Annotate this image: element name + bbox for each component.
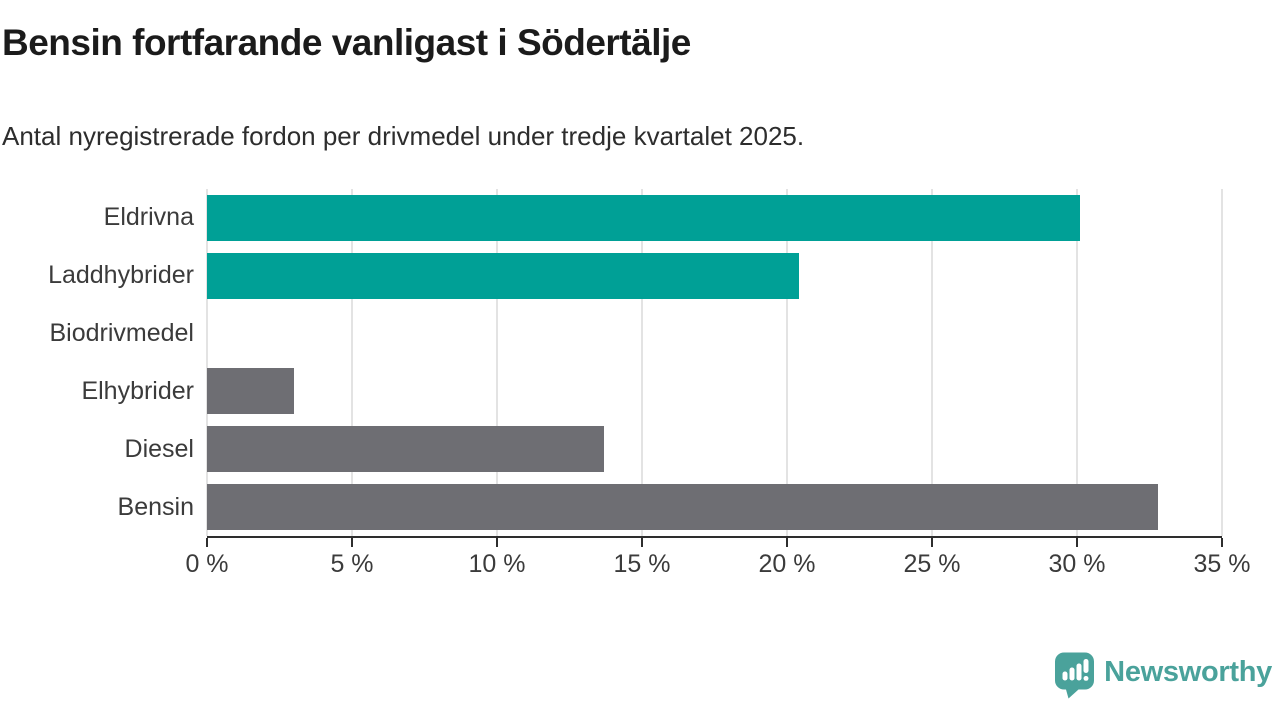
- chart-subtitle: Antal nyregistrerade fordon per drivmede…: [2, 121, 805, 151]
- x-axis: 0 % 5 % 10 % 15 % 20 % 25 % 30 % 35 %: [185, 536, 1250, 582]
- bar-row: [207, 420, 1222, 478]
- axis-tick-label: 20 %: [758, 550, 816, 578]
- gridline: [1221, 189, 1223, 536]
- bar-eldrivna: [207, 194, 1080, 241]
- gridline: [931, 189, 933, 536]
- bar-rows: [207, 189, 1222, 536]
- axis-tick-label: 5 %: [330, 550, 374, 578]
- category-label: Laddhybrider: [48, 261, 194, 290]
- axis-tick-label: 0 %: [185, 550, 229, 578]
- chart-title: Bensin fortfarande vanligast i Södertälj…: [2, 22, 691, 63]
- bar-elhybrider: [207, 368, 294, 415]
- newsworthy-logo-text: Newsworthy: [1104, 656, 1272, 688]
- gridline: [496, 189, 498, 536]
- category-label: Diesel: [124, 434, 194, 463]
- axis-tick-label: 15 %: [613, 550, 671, 578]
- gridline: [206, 189, 208, 536]
- gridline: [351, 189, 353, 536]
- axis-tick: [931, 538, 933, 547]
- category-label: Biodrivmedel: [49, 319, 194, 348]
- axis-tick: [786, 538, 788, 547]
- bar-row: [207, 189, 1222, 247]
- axis-tick: [351, 538, 353, 547]
- bar-diesel: [207, 426, 605, 473]
- axis-tick: [496, 538, 498, 547]
- newsworthy-logo-icon: [1055, 652, 1095, 699]
- bar-row: [207, 362, 1222, 420]
- category-label: Eldrivna: [103, 203, 194, 232]
- bar-bensin: [207, 484, 1159, 531]
- axis-tick-label: 30 %: [1048, 550, 1106, 578]
- axis-tick: [206, 538, 208, 547]
- axis-tick-label: 10 %: [468, 550, 526, 578]
- gridline: [786, 189, 788, 536]
- axis-tick: [1221, 538, 1223, 547]
- category-labels: Eldrivna Laddhybrider Biodrivmedel Elhybrid…: [0, 189, 194, 536]
- axis-tick: [641, 538, 643, 547]
- category-label: Bensin: [117, 492, 194, 521]
- gridline: [641, 189, 643, 536]
- bar-laddhybrider: [207, 252, 799, 299]
- axis-tick-label: 25 %: [903, 550, 961, 578]
- bar-row: [207, 478, 1222, 536]
- bar-row: [207, 247, 1222, 305]
- axis-tick-label: 35 %: [1193, 550, 1251, 578]
- plot-area: [206, 189, 1223, 536]
- gridline: [1076, 189, 1078, 536]
- category-label: Elhybrider: [81, 376, 194, 405]
- brand-footer: Newsworthy: [1054, 652, 1272, 699]
- gridlines: [206, 189, 1223, 536]
- bar-row: [207, 305, 1222, 363]
- axis-tick: [1076, 538, 1078, 547]
